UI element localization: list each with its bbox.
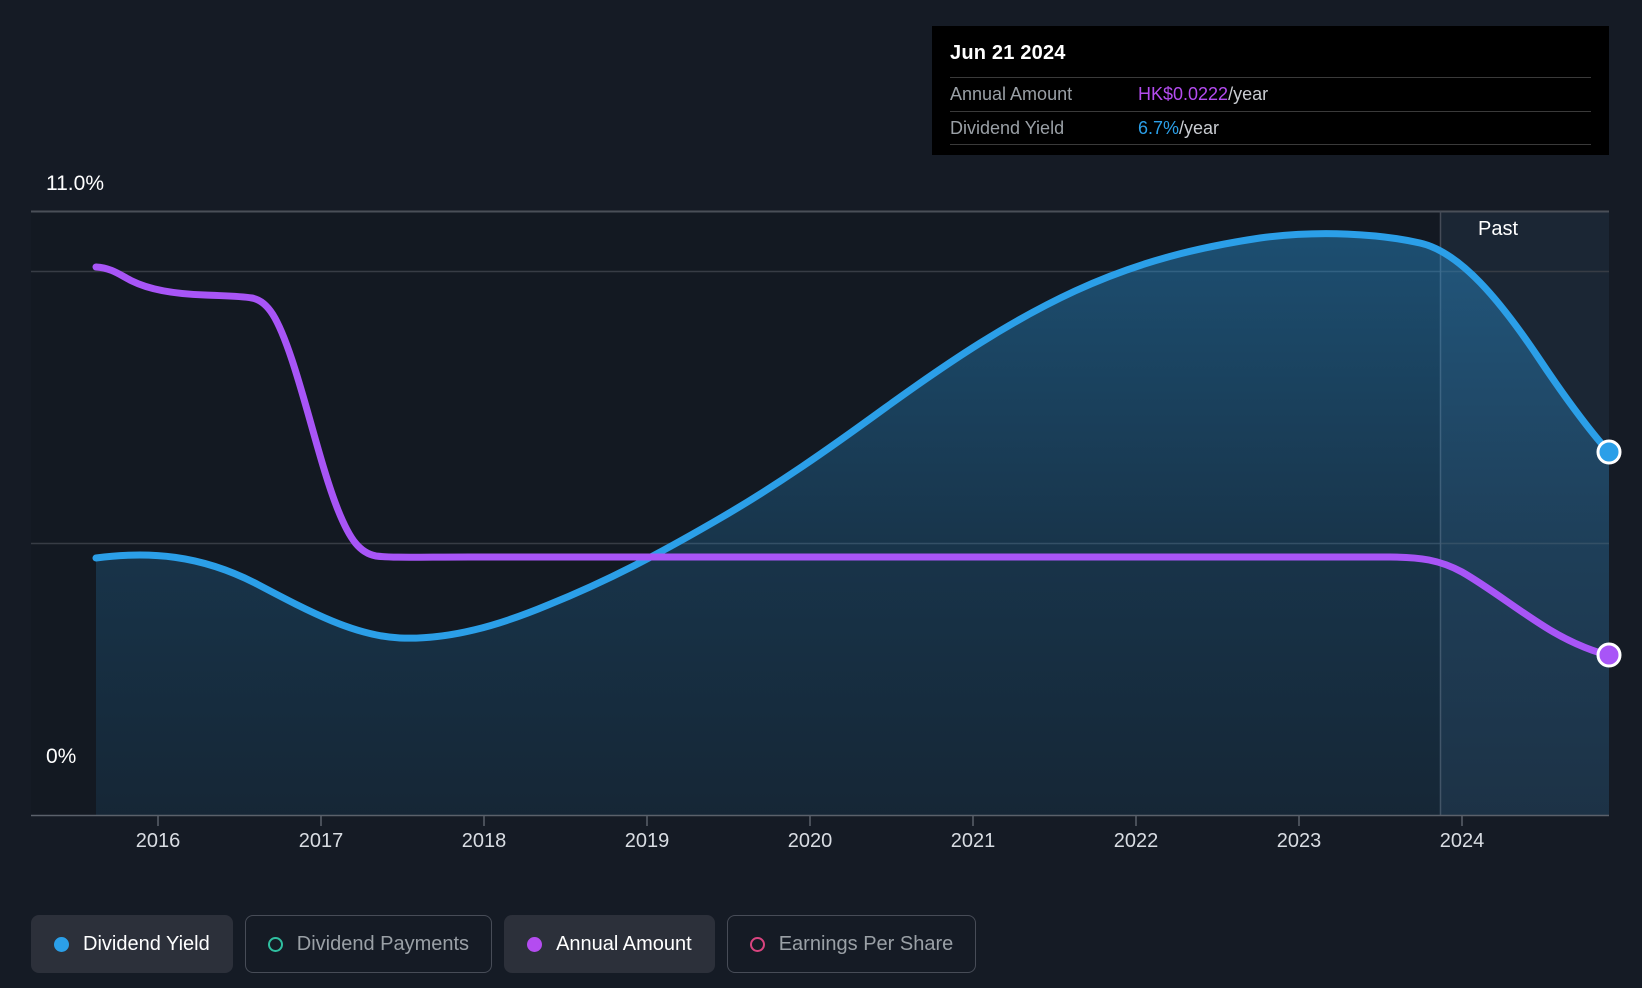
x-tick-label-2024: 2024 [1439, 830, 1485, 852]
chart-tooltip: Jun 21 2024 Annual Amount HK$0.0222/year… [932, 26, 1609, 155]
legend-item-dividend-yield[interactable]: Dividend Yield [31, 915, 233, 973]
legend-item-earnings-per-share[interactable]: Earnings Per Share [726, 915, 977, 973]
annual-amount-marker-icon [527, 936, 543, 952]
x-tick-label-2022: 2022 [1113, 830, 1159, 852]
y-axis-bottom-label: 0% [46, 745, 77, 768]
dividend-yield-area [96, 233, 1609, 815]
dividend-yield-endpoint-marker [1596, 439, 1622, 465]
x-axis-ticks [157, 815, 1463, 826]
legend-label-annual-amount: Annual Amount [556, 932, 692, 955]
annual-amount-line [92, 263, 1609, 659]
legend-label-dividend-yield: Dividend Yield [83, 932, 210, 955]
tooltip-value-annual-amount: HK$0.0222/year [1138, 84, 1268, 105]
tooltip-value-annual-amount-suffix: /year [1228, 84, 1269, 104]
earnings-per-share-marker-icon [749, 936, 765, 952]
dividend-yield-marker-icon [54, 936, 69, 952]
x-tick-label-2019: 2019 [624, 830, 670, 852]
past-region-label: Past [1478, 218, 1519, 240]
dividend-yield-line [92, 230, 1609, 642]
x-tick-label-2023: 2023 [1276, 830, 1322, 852]
x-tick-label-2020: 2020 [787, 830, 833, 852]
x-tick-label-2018: 2018 [461, 830, 507, 852]
x-tick-label-2016: 2016 [135, 830, 181, 852]
chart-legend: Dividend Yield Dividend Payments Annual … [31, 915, 977, 973]
legend-item-dividend-payments[interactable]: Dividend Payments [244, 915, 493, 973]
annual-amount-endpoint-marker [1596, 642, 1622, 668]
legend-item-annual-amount[interactable]: Annual Amount [504, 915, 715, 973]
tooltip-value-annual-amount-number: HK$0.0222 [1138, 84, 1229, 104]
x-tick-label-2017: 2017 [298, 830, 344, 852]
dividend-payments-marker-icon [267, 936, 283, 952]
legend-label-earnings-per-share: Earnings Per Share [778, 932, 954, 955]
y-axis-top-label: 11.0% [46, 172, 104, 195]
legend-label-dividend-payments: Dividend Payments [296, 932, 470, 955]
tooltip-label-dividend-yield: Dividend Yield [950, 117, 1065, 138]
tooltip-label-annual-amount: Annual Amount [950, 84, 1073, 104]
tooltip-row-dividend-yield: Dividend Yield 6.7%/year [950, 111, 1591, 145]
tooltip-value-dividend-yield-number: 6.7% [1138, 117, 1180, 138]
tooltip-value-dividend-yield-suffix: /year [1179, 117, 1220, 138]
tooltip-row-annual-amount: Annual Amount HK$0.0222/year [950, 77, 1591, 111]
tooltip-value-dividend-yield: 6.7%/year [1138, 118, 1219, 139]
tooltip-date: Jun 21 2024 [950, 42, 1066, 64]
x-tick-label-2021: 2021 [950, 830, 996, 852]
